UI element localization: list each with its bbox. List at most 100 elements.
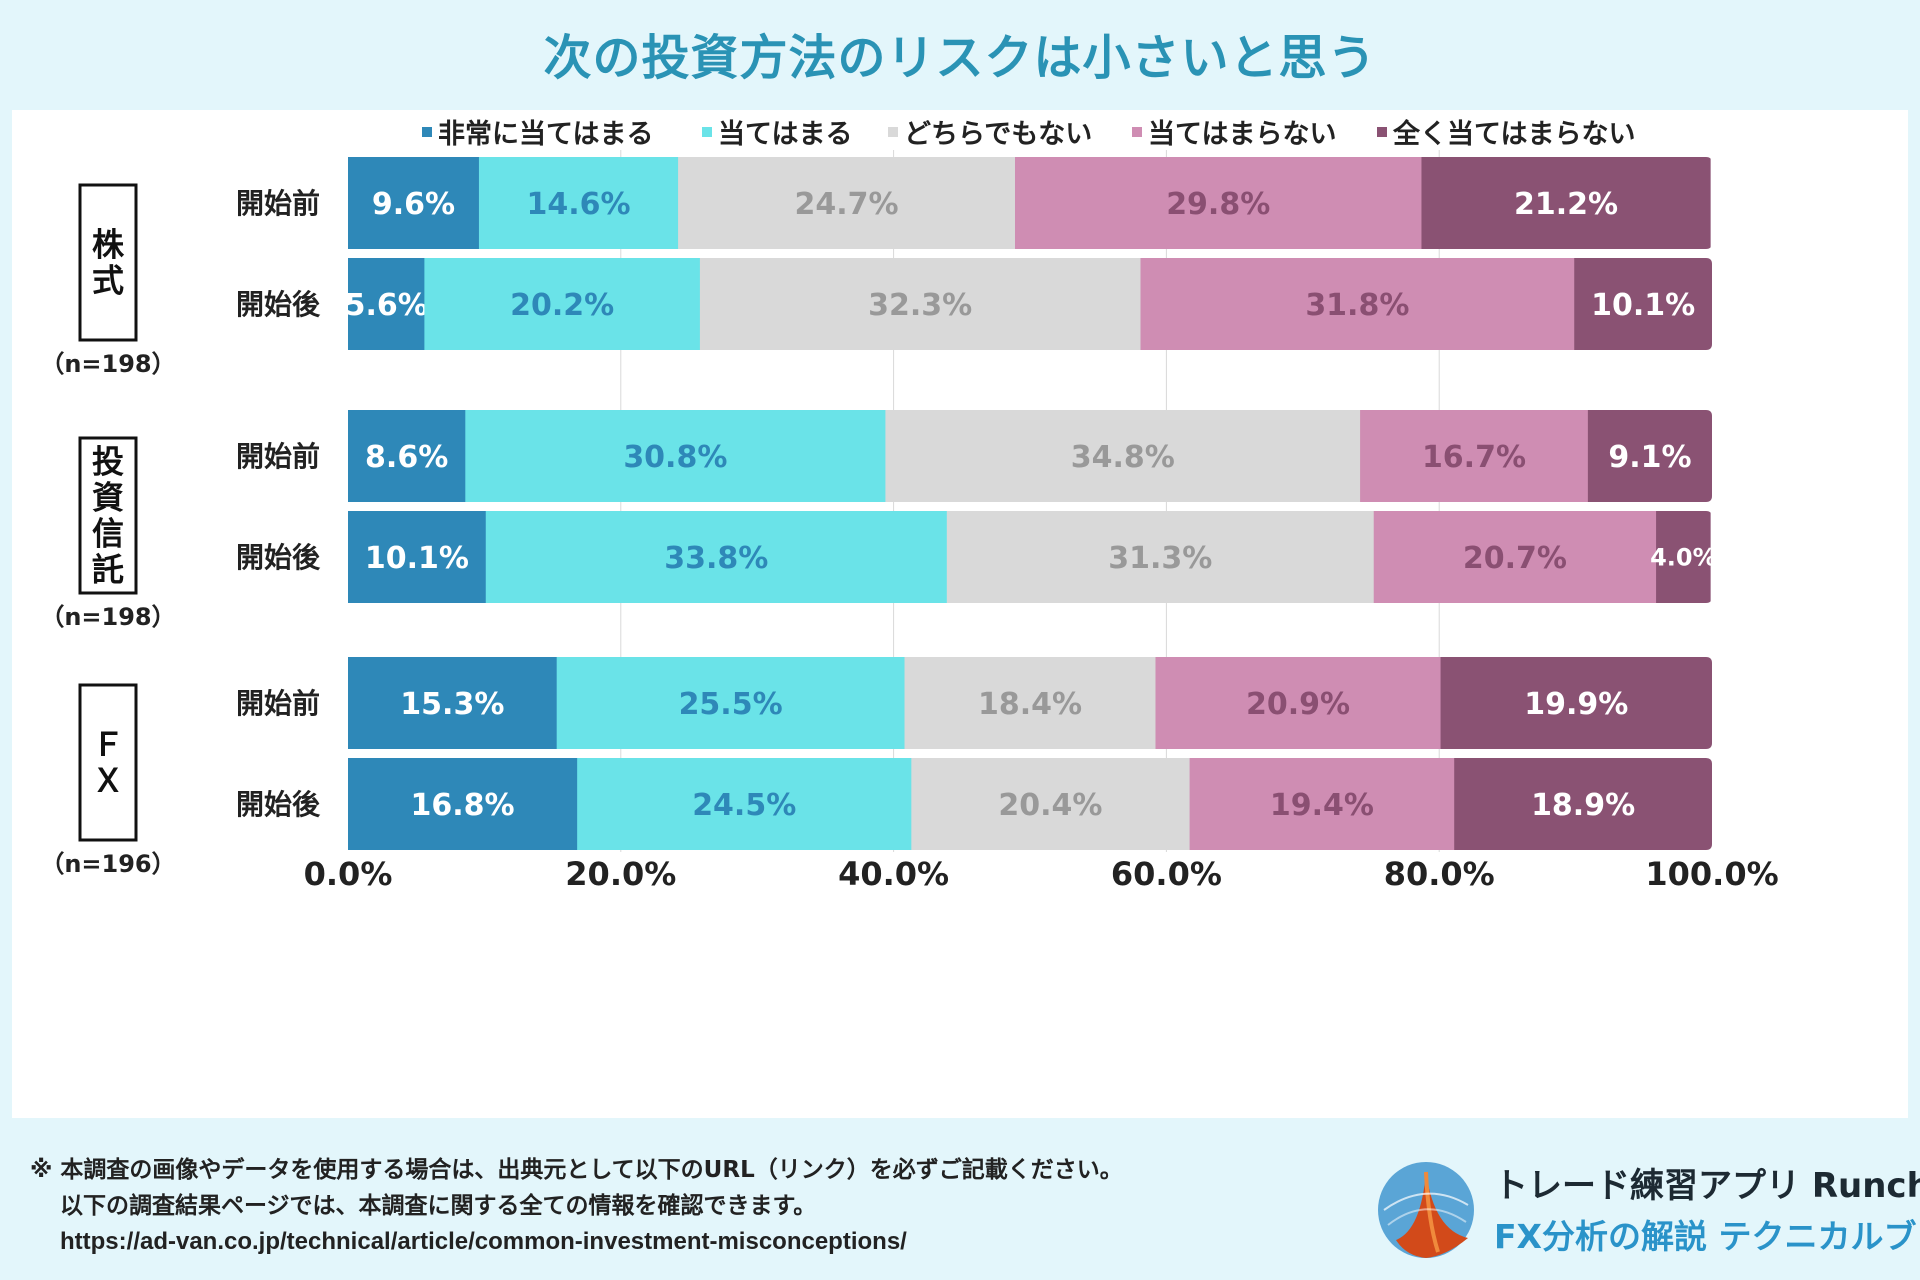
bar-segment-3 [946, 511, 1375, 603]
bar-segment-4 [1014, 157, 1422, 249]
brand-block: トレード練習アプリ Runcha FX分析の解説 テクニカルブック [1376, 1156, 1920, 1266]
row-label: 開始後 [236, 788, 321, 821]
brand-sub-name: FX分析の解説 テクニカルブック [1494, 1217, 1920, 1256]
bar-segment-5 [1656, 511, 1711, 603]
bar-segment-5 [1440, 657, 1712, 749]
data-label: 10.1% [1591, 288, 1695, 323]
data-label: 31.8% [1305, 288, 1409, 323]
runcha-logo-icon [1378, 1162, 1474, 1258]
bar-segment-1 [348, 657, 558, 749]
brand-app-name: トレード練習アプリ Runcha [1494, 1166, 1920, 1206]
data-label: 16.8% [411, 788, 515, 823]
bar-segment-4 [1140, 258, 1575, 350]
data-label: 19.9% [1524, 687, 1628, 722]
data-label: 24.5% [692, 788, 796, 823]
data-label: 20.9% [1246, 687, 1350, 722]
legend-swatch-5 [1377, 127, 1387, 137]
group-name: ＦＸ [92, 726, 124, 800]
bar-segment-2 [556, 657, 906, 749]
x-tick-label: 0.0% [304, 855, 393, 893]
bar-segment-3 [911, 758, 1191, 850]
data-label: 4.0% [1650, 544, 1717, 572]
bar-segment-3 [904, 657, 1156, 749]
row-label: 開始前 [236, 187, 320, 220]
x-tick-label: 60.0% [1111, 855, 1222, 893]
bar-segment-2 [485, 511, 948, 603]
bar-segment-3 [678, 157, 1016, 249]
group-label-box [78, 183, 138, 342]
bar-segment-4 [1155, 657, 1442, 749]
legend-label-1: 非常に当てはまる [438, 119, 653, 150]
legend-label-4: 当てはまらない [1148, 119, 1336, 150]
chart-panel: 非常に当てはまる 当てはまる どちらでもない 当てはまらない 全く当てはまらない株式 （n… [12, 110, 1908, 1118]
data-label: 33.8% [664, 541, 768, 576]
data-label: 30.8% [623, 440, 727, 475]
data-label: 18.4% [978, 687, 1082, 722]
legend-swatch-1 [422, 127, 432, 137]
data-label: 10.1% [365, 541, 469, 576]
data-label: 14.6% [526, 187, 630, 222]
data-label: 16.7% [1422, 440, 1526, 475]
data-label: 9.1% [1608, 440, 1691, 475]
footer-line-1: ※ 本調査の画像やデータを使用する場合は、出典元として以下のURL（リンク）を必… [30, 1157, 1123, 1183]
row-label: 開始後 [236, 541, 321, 574]
data-label: 20.2% [510, 288, 614, 323]
group-sample-size: （n=198） [40, 603, 175, 631]
bar-segment-2 [577, 758, 912, 850]
bar-segment-1 [348, 157, 480, 249]
group-name: 投資信託 [92, 443, 124, 589]
bar-segment-2 [465, 410, 886, 502]
bar-segment-5 [1421, 157, 1711, 249]
group-sample-size: （n=198） [40, 350, 175, 378]
legend-label-2: 当てはまる [718, 119, 852, 150]
bar-segment-3 [699, 258, 1141, 350]
data-label: 25.5% [679, 687, 783, 722]
x-tick-label: 100.0% [1645, 855, 1778, 893]
bar-segment-1 [348, 410, 466, 502]
legend-label-5: 全く当てはまらない [1392, 118, 1635, 150]
footer-note: ※ 本調査の画像やデータを使用する場合は、出典元として以下のURL（リンク）を必… [30, 1152, 1123, 1260]
group-label-box [78, 683, 138, 842]
data-label: 20.7% [1463, 541, 1567, 576]
bar-segment-4 [1373, 511, 1657, 603]
row-label: 開始後 [236, 288, 321, 321]
row-label: 開始前 [236, 687, 320, 720]
x-tick-label: 40.0% [838, 855, 949, 893]
data-label: 29.8% [1166, 187, 1270, 222]
legend-swatch-4 [1132, 127, 1142, 137]
data-label: 31.3% [1108, 541, 1212, 576]
bar-segment-1 [348, 258, 425, 350]
legend-label-3: どちらでもない [904, 119, 1092, 150]
data-label: 18.9% [1531, 788, 1635, 823]
data-label: 19.4% [1270, 788, 1374, 823]
data-label: 32.3% [868, 288, 972, 323]
group-name: 株式 [92, 226, 125, 300]
bar-segment-4 [1360, 410, 1589, 502]
data-label: 15.3% [400, 687, 504, 722]
page-title: 次の投資方法のリスクは小さいと思う [543, 30, 1377, 86]
data-label: 9.6% [372, 187, 455, 222]
bar-segment-5 [1587, 410, 1712, 502]
row-label: 開始前 [236, 440, 320, 473]
footer-line-2: 以下の調査結果ページでは、本調査に関する全ての情報を確認できます。 [60, 1193, 817, 1219]
bar-segment-5 [1454, 758, 1712, 850]
bar-segment-5 [1574, 258, 1712, 350]
data-label: 8.6% [365, 440, 448, 475]
data-label: 21.2% [1514, 187, 1618, 222]
group-label-box [78, 436, 138, 595]
bar-segment-4 [1189, 758, 1455, 850]
bar-segment-1 [348, 758, 578, 850]
x-tick-label: 20.0% [565, 855, 676, 893]
source-url[interactable]: https://ad-van.co.jp/technical/article/c… [60, 1228, 907, 1255]
bar-segment-2 [478, 157, 679, 249]
bar-segment-3 [885, 410, 1361, 502]
data-label: 34.8% [1071, 440, 1175, 475]
data-label: 20.4% [998, 788, 1102, 823]
data-label: 24.7% [795, 187, 899, 222]
legend-swatch-3 [888, 127, 898, 137]
legend-swatch-2 [702, 127, 712, 137]
x-tick-label: 80.0% [1384, 855, 1495, 893]
bar-segment-1 [348, 511, 487, 603]
bar-segment-2 [424, 258, 701, 350]
